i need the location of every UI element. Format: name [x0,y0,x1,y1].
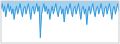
area [1,1,119,38]
line [1,4,119,38]
plot-frame [1,1,119,43]
chart [0,0,120,44]
marks [1,1,119,38]
plot-area [1,1,119,43]
